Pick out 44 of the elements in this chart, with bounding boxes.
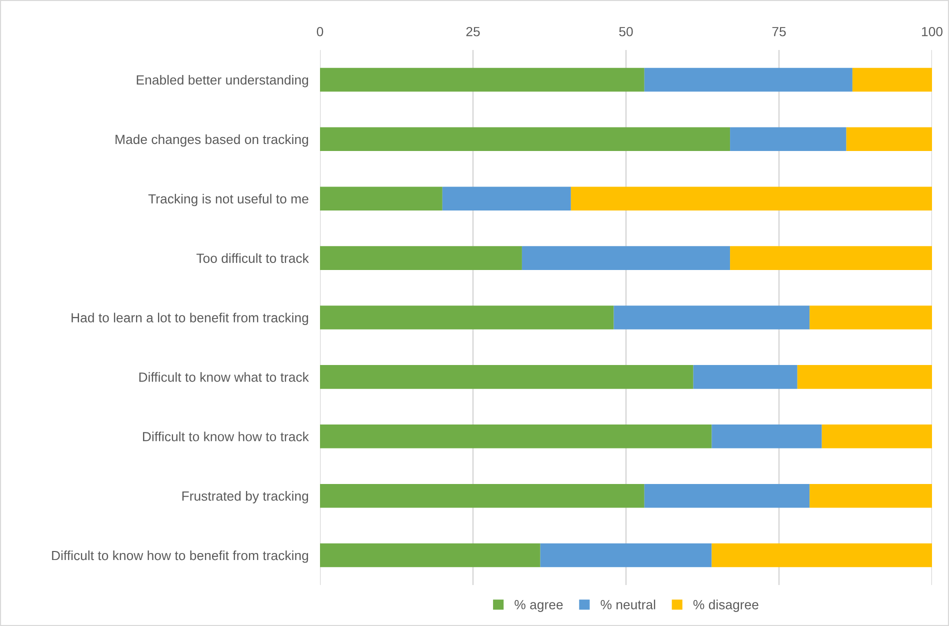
y-tick-label: Made changes based on tracking xyxy=(116,134,308,147)
bar xyxy=(614,306,810,330)
bar xyxy=(852,68,932,92)
y-tick-label: Too difficult to track xyxy=(196,253,309,263)
bar xyxy=(320,246,522,270)
x-tick-label: 0 xyxy=(316,26,324,36)
bar xyxy=(320,424,712,448)
bar xyxy=(442,186,571,210)
bar xyxy=(320,484,644,508)
bar xyxy=(320,365,694,389)
bar xyxy=(320,186,442,210)
y-tick-label: Enabled better understanding xyxy=(136,74,308,88)
legend-label: % neutral xyxy=(600,600,656,610)
bar xyxy=(320,127,730,152)
bar xyxy=(810,306,932,330)
bar xyxy=(570,186,932,210)
bar xyxy=(712,424,822,448)
y-tick-label: Difficult to know how to benefit from tracking xyxy=(52,550,308,563)
bar xyxy=(846,127,932,152)
x-tick-label: 25 xyxy=(466,26,480,36)
bar xyxy=(320,306,614,330)
bar xyxy=(730,127,846,152)
legend-label: % disagree xyxy=(693,600,758,612)
y-tick-label: Frustrated by tracking xyxy=(182,491,308,504)
x-tick-label: 75 xyxy=(772,27,786,36)
bar xyxy=(540,543,712,568)
bar xyxy=(644,68,852,92)
bar xyxy=(693,365,798,389)
y-tick-label: Difficult to know what to track xyxy=(139,372,309,382)
x-tick-label: 50 xyxy=(619,26,633,36)
bar xyxy=(320,543,540,568)
bar xyxy=(644,484,810,508)
y-tick-label: Difficult to know how to track xyxy=(143,432,309,442)
y-tick-label: Tracking is not useful to me xyxy=(148,194,308,206)
x-tick-label: 100 xyxy=(922,26,942,36)
legend-label: % agree xyxy=(514,600,563,612)
y-tick-label: Had to learn a lot to benefit from tracking xyxy=(72,312,308,326)
bar xyxy=(320,68,644,92)
bar xyxy=(712,543,932,568)
bar xyxy=(730,246,932,270)
bar xyxy=(522,246,730,270)
bar xyxy=(810,484,932,508)
bar xyxy=(822,424,932,448)
bar xyxy=(797,365,932,389)
